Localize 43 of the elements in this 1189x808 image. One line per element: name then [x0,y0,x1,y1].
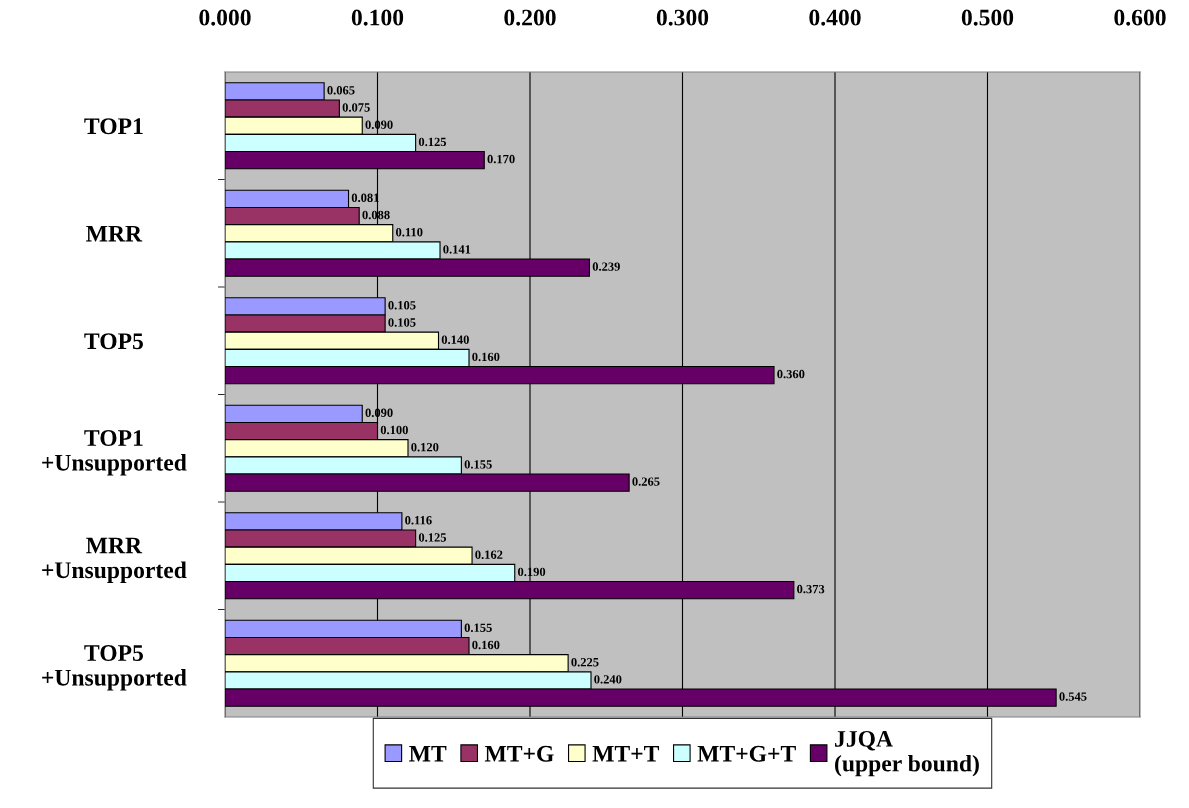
data-label: 0.170 [487,154,515,164]
data-label: 0.100 [380,425,408,435]
data-label: 0.065 [327,86,355,95]
data-label: 0.105 [388,318,416,327]
data-label: 0.116 [405,516,432,525]
data-label: 0.545 [1059,692,1087,701]
data-label: 0.125 [418,533,447,542]
legend-label: JJQA (upper bound) [835,730,979,777]
data-label: 0.225 [571,657,599,667]
data-label: 0.105 [388,301,416,310]
data-label: 0.360 [777,369,805,379]
x-tick-label: 0.200 [504,9,556,26]
y-tick-label: MRR +Unsupported [42,537,187,583]
data-label: 0.239 [592,262,620,271]
x-tick-label: 0.300 [656,9,709,26]
legend-label: MT+G [484,745,554,762]
y-tick-label: TOP1 [84,118,143,135]
data-label: 0.160 [472,640,500,650]
data-label: 0.155 [464,460,492,469]
x-tick-label: 0.500 [961,9,1014,26]
y-tick-label: TOP5 [84,333,143,350]
legend-label: MT [409,745,447,762]
legend-label: MT+G+T [697,745,796,762]
data-label: 0.240 [594,675,622,684]
legend-label: MT+T [592,745,660,762]
data-label: 0.155 [464,623,492,633]
data-label: 0.373 [797,584,825,594]
x-tick-label: 0.600 [1114,9,1166,26]
x-tick-label: 0.400 [809,9,861,26]
data-label: 0.110 [396,227,423,237]
y-tick-label: TOP5 +Unsupported [42,645,187,691]
y-tick-label: TOP1 +Unsupported [42,430,187,476]
y-tick-label: MRR [86,225,143,242]
data-label: 0.160 [472,352,500,362]
data-label: 0.162 [475,550,503,559]
data-label: 0.140 [441,335,469,344]
x-tick-label: 0.100 [351,9,404,26]
data-label: 0.265 [632,477,660,486]
data-label: 0.075 [342,103,370,112]
data-label: 0.125 [418,137,447,147]
data-label: 0.120 [411,442,439,452]
data-label: 0.141 [443,245,471,254]
x-tick-label: 0.000 [199,9,251,26]
